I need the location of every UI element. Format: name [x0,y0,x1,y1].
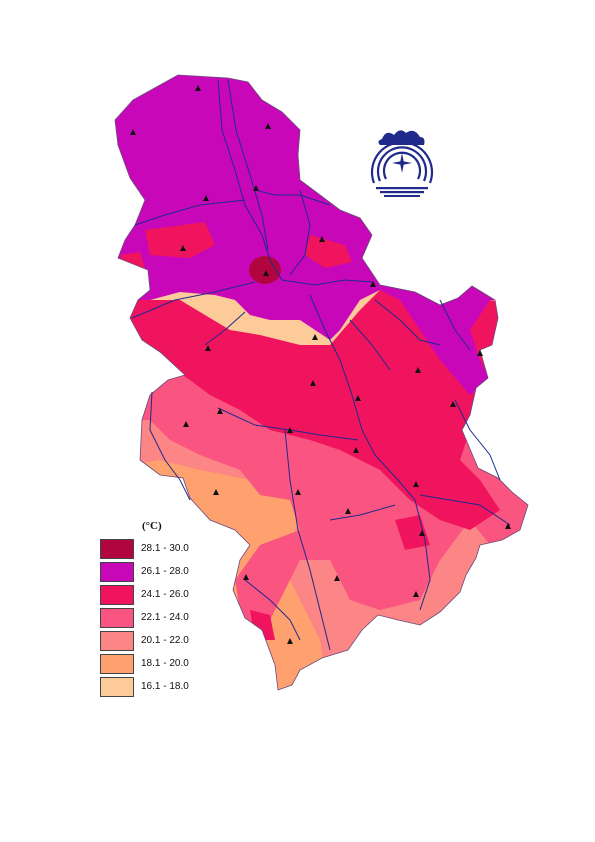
legend-row: 16.1 - 18.0 [100,677,220,699]
river-pek [374,299,441,346]
rivers [131,79,511,651]
triangle-icon [205,345,211,351]
legend-row: 26.1 - 28.0 [100,562,220,584]
triangle-icon [183,421,189,427]
triangle-icon [353,447,359,453]
zone-24-26-patch-east [305,235,352,268]
triangle-icon [419,530,425,536]
triangle-icon [310,380,316,386]
triangle-icon [345,508,351,514]
triangle-icon [263,270,269,276]
triangle-icon [265,123,271,129]
legend-title: (°C) [142,520,162,532]
river-drina [149,391,191,501]
triangle-icon [253,185,259,191]
triangle-icon [312,334,318,340]
triangle-icon [130,129,136,135]
river-mlava [349,319,391,371]
legend-swatch [100,562,134,582]
triangle-icon [287,638,293,644]
legend-row: 18.1 - 20.0 [100,654,220,676]
legend-swatch [100,631,134,651]
river-toplica [329,504,396,521]
triangle-icon [203,195,209,201]
triangle-icon [295,489,301,495]
river-timok [454,399,501,481]
river-south-morava [374,454,431,611]
legend-row: 22.1 - 24.0 [100,608,220,630]
river-tisa [227,79,269,251]
legend-row: 20.1 - 22.0 [100,631,220,653]
zone-28-30 [249,256,281,284]
triangle-icon [319,236,325,242]
legend-label: 20.1 - 22.0 [141,635,189,646]
triangle-icon [477,350,483,356]
river-danube [217,79,373,286]
legend-swatch [100,654,134,674]
weather-stations [130,85,511,644]
triangle-icon [195,85,201,91]
legend-swatch [100,677,134,697]
triangle-icon [180,245,186,251]
river-morava [309,294,376,456]
river-nisava [419,494,511,526]
river-timok-north [439,299,471,351]
legend-label: 22.1 - 24.0 [141,612,189,623]
triangle-icon [334,575,340,581]
legend-swatch [100,539,134,559]
triangle-icon [213,489,219,495]
legend-label: 18.1 - 20.0 [141,658,189,669]
hydrometeorological-service-logo [370,130,434,197]
legend-label: 26.1 - 28.0 [141,566,189,577]
legend-swatch [100,585,134,605]
river-veliki-backi [134,199,246,226]
river-ibar-south [244,579,301,641]
triangle-icon [217,408,223,414]
triangle-icon [370,281,376,287]
triangle-icon [355,395,361,401]
legend-row: 24.1 - 26.0 [100,585,220,607]
legend-row: 28.1 - 30.0 [100,539,220,561]
river-ibar [284,429,331,651]
triangle-icon [243,574,249,580]
legend-label: 16.1 - 18.0 [141,681,189,692]
legend-swatch [100,608,134,628]
triangle-icon [413,591,419,597]
triangle-icon [287,427,293,433]
triangle-icon [505,523,511,529]
zone-24-26-patch [145,222,215,258]
river-kolubara [204,311,246,346]
triangle-icon [413,481,419,487]
river-tamis [289,189,311,276]
zone-24-26 [115,290,528,640]
river-sava [131,281,256,319]
river-begej [254,189,331,206]
triangle-icon [450,401,456,407]
legend-label: 28.1 - 30.0 [141,543,189,554]
triangle-icon [415,367,421,373]
legend-label: 24.1 - 26.0 [141,589,189,600]
